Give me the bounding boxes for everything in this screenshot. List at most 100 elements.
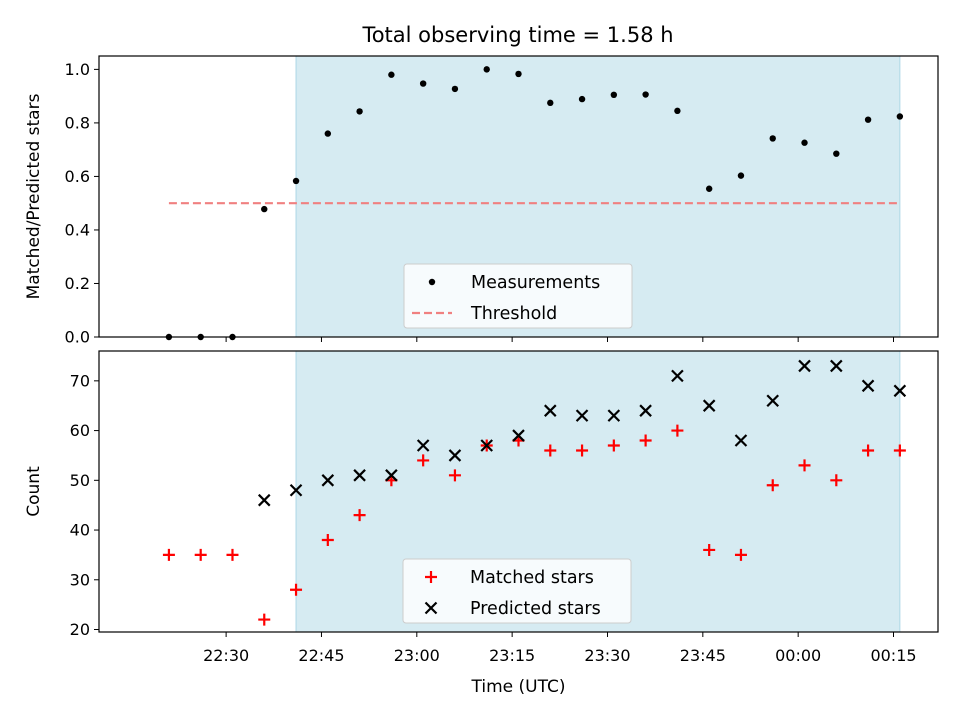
x-axis-label: Time (UTC) — [471, 677, 566, 697]
matched-star-point — [448, 469, 461, 482]
y-tick-label: 0.8 — [65, 113, 90, 132]
bottom-plot-frame — [98, 350, 939, 633]
x-tick-label: 23:00 — [394, 646, 440, 665]
y-tick-label: 30 — [70, 570, 90, 589]
matched-star-point — [290, 583, 303, 596]
measurement-point — [451, 85, 459, 93]
measurement-point — [324, 130, 332, 137]
matched-star-point — [671, 424, 684, 437]
predicted-star-point — [766, 394, 780, 408]
y-tick-label: 40 — [70, 521, 90, 540]
matched-star-point — [639, 434, 652, 447]
measurement-point — [705, 185, 713, 192]
measurement-point — [483, 66, 490, 73]
y-tick-label: 20 — [70, 620, 90, 639]
x-tick-label: 23:30 — [584, 646, 630, 665]
matched-star-point — [607, 439, 620, 452]
predicted-star-point — [512, 429, 525, 442]
predicted-star-point — [893, 384, 907, 398]
y-tick-label: 0.4 — [65, 220, 90, 239]
matched-star-point — [417, 454, 430, 467]
y-tick-label: 60 — [70, 421, 90, 440]
y-tick-label: 0.0 — [65, 328, 90, 347]
x-tick-label: 23:45 — [680, 646, 726, 665]
top-y-axis-label: Matched/Predicted stars — [24, 93, 44, 299]
predicted-star-point — [671, 369, 684, 383]
matched-star-point — [226, 548, 239, 561]
matched-star-point — [703, 543, 716, 556]
predicted-star-point — [257, 493, 271, 507]
measurement-point — [515, 70, 522, 78]
matched-star-point — [544, 444, 557, 457]
matched-star-point — [766, 479, 779, 492]
predicted-star-point — [289, 483, 303, 497]
predicted-star-point — [861, 379, 875, 393]
x-tick-label: 22:45 — [298, 646, 344, 665]
y-tick-label: 70 — [70, 371, 90, 390]
measurement-point — [737, 172, 745, 179]
predicted-star-point — [321, 474, 335, 487]
measurement-point — [864, 116, 872, 123]
predicted-star-point — [734, 434, 748, 447]
measurement-point — [578, 95, 586, 103]
top-panel: 0.0 0.2 0.4 0.6 0.8 1.0 Matched/Predicted sta… — [24, 55, 939, 347]
legend-entry-label: Measurements — [471, 273, 600, 293]
legend-plus-marker — [425, 571, 437, 583]
measurement-point — [356, 108, 363, 115]
predicted-star-point — [353, 469, 366, 482]
legend-entry-label: Matched stars — [470, 568, 594, 588]
bottom-legend: Matched stars Predicted stars — [402, 558, 632, 624]
matched-star-point — [734, 548, 747, 561]
y-tick-label: 1.0 — [65, 60, 90, 79]
measurement-point — [896, 113, 904, 120]
legend-box — [403, 263, 633, 329]
y-tick-label: 0.6 — [65, 167, 90, 186]
legend-box — [402, 558, 632, 624]
bottom-panel: 20 30 40 50 60 70 22:30 22:45 23:00 23:15 23:30 23… — [24, 350, 939, 697]
top-plot-frame — [98, 55, 939, 338]
matched-star-point — [798, 459, 811, 472]
legend-x-marker — [424, 601, 438, 615]
measurement-point — [292, 177, 300, 185]
bottom-y-axis-label: Count — [24, 466, 44, 517]
measurement-point — [674, 107, 681, 115]
legend-entry-label: Predicted stars — [470, 599, 601, 619]
measurement-point — [642, 91, 649, 98]
predicted-star-point — [416, 439, 430, 452]
predicted-star-point — [544, 404, 557, 417]
chart-title: Total observing time = 1.58 h — [361, 23, 673, 47]
predicted-star-point — [702, 399, 716, 412]
predicted-star-point — [639, 404, 652, 417]
x-tick-label: 23:15 — [489, 646, 535, 665]
predicted-star-point — [830, 359, 843, 373]
matched-star-point — [353, 509, 366, 522]
x-tick-label: 00:15 — [870, 646, 916, 665]
measurement-point — [769, 135, 776, 142]
matched-star-point — [830, 474, 843, 487]
predicted-star-point — [798, 359, 811, 373]
predicted-star-point — [607, 409, 621, 422]
matched-star-point — [194, 548, 207, 561]
measurement-point — [833, 150, 840, 157]
measurement-point — [261, 205, 268, 213]
predicted-star-point — [575, 409, 589, 422]
measurement-point — [610, 91, 618, 99]
legend-entry-label: Threshold — [470, 304, 557, 324]
y-tick-label: 0.2 — [65, 274, 90, 293]
matched-star-point — [258, 613, 271, 626]
matched-star-point — [162, 548, 175, 561]
matched-star-point — [862, 444, 875, 457]
x-tick-label: 00:00 — [775, 646, 821, 665]
matched-star-point — [893, 444, 906, 457]
matched-star-point — [321, 533, 334, 546]
measurement-point — [547, 99, 554, 107]
x-tick-label: 22:30 — [203, 646, 249, 665]
predicted-star-point — [385, 469, 398, 482]
legend-dot-marker — [428, 278, 436, 286]
matched-star-point — [576, 444, 589, 457]
y-tick-label: 50 — [70, 471, 90, 490]
measurement-point — [388, 71, 395, 78]
measurement-point — [419, 80, 427, 87]
top-legend: Measurements Threshold — [403, 263, 633, 329]
